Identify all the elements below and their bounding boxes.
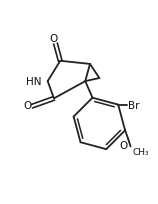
Text: HN: HN	[26, 77, 41, 87]
Text: O: O	[50, 34, 58, 44]
Text: O: O	[23, 101, 31, 111]
Text: CH₃: CH₃	[132, 147, 149, 156]
Text: Br: Br	[128, 100, 140, 110]
Text: O: O	[119, 140, 127, 150]
